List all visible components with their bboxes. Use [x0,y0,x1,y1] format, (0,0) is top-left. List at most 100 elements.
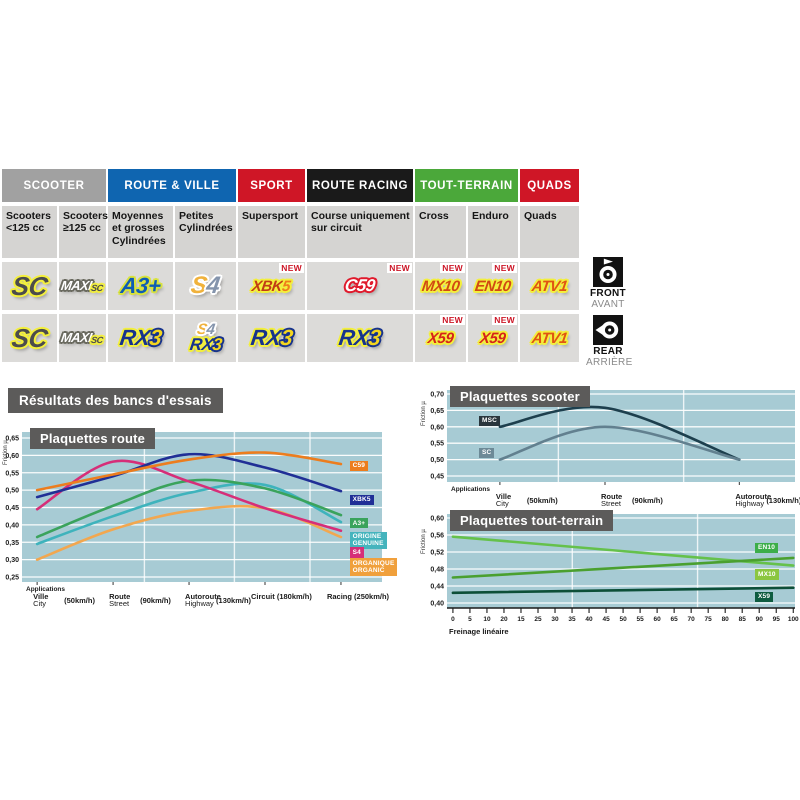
new-badge: NEW [492,263,517,273]
svg-text:Racing (250km/h): Racing (250km/h) [327,592,390,601]
svg-text:0,70: 0,70 [430,392,444,399]
svg-text:(130km/h): (130km/h) [216,596,252,605]
rear-label-fr: ARRIÈRE [586,357,633,368]
route-chart-canvas: 0,65 0,60 0,55 0,50 0,45 0,40 0,35 0,30 0,25 Appl… [5,432,390,608]
front-axle-badge: FRONT AVANT [586,257,630,310]
column-header-grosses-cylindrees: Moyennes et grosses Cylindrées [108,206,173,258]
svg-text:Highway: Highway [185,599,214,608]
group-header-tout-terrain: TOUT-TERRAIN [415,169,518,202]
logo-rx3: RX3 [118,325,163,350]
svg-text:Highway: Highway [735,499,764,508]
svg-text:(50km/h): (50km/h) [64,596,95,605]
new-badge: NEW [440,315,465,325]
svg-text:0,50: 0,50 [5,488,19,495]
svg-text:70: 70 [688,616,696,623]
svg-text:75: 75 [705,616,713,623]
cell-front-quads: ATV1 [520,262,579,310]
logo-atv1: ATV1 [530,329,569,347]
logo-en10: EN10 [474,277,512,295]
cell-front-scooter-big: MAXISC [59,262,106,310]
cell-rear-petites-cylindrees: S4 RX3 [175,314,236,362]
svg-text:0,45: 0,45 [430,474,444,481]
svg-text:0,40: 0,40 [430,601,444,608]
svg-text:Circuit (180km/h): Circuit (180km/h) [251,592,312,601]
svg-text:10: 10 [483,616,491,623]
svg-text:Route: Route [109,592,130,601]
svg-text:50: 50 [619,616,627,623]
series-label-xbk5: XBK5 [349,494,374,505]
svg-text:0,65: 0,65 [5,436,19,443]
svg-text:0,55: 0,55 [430,441,444,448]
cell-front-grosses-cylindrees: A3+ [108,262,173,310]
svg-text:Autoroute: Autoroute [185,592,221,601]
svg-text:0,30: 0,30 [5,557,19,564]
cell-rear-racing: RX3 [307,314,413,362]
series-label-en10: EN10 [754,542,779,553]
cell-front-scooter-small: SC [2,262,57,310]
front-brake-disc-icon [593,257,623,287]
svg-text:0,35: 0,35 [5,540,19,547]
svg-text:(90km/h): (90km/h) [140,596,171,605]
cell-rear-scooter-big: MAXISC [59,314,106,362]
logo-mx10: MX10 [420,277,461,295]
svg-text:Ville: Ville [496,492,511,501]
svg-text:(50km/h): (50km/h) [527,496,558,505]
logo-s4: S4 [189,272,222,299]
svg-text:20: 20 [500,616,508,623]
svg-text:85: 85 [739,616,747,623]
cell-front-cross: NEW MX10 [415,262,466,310]
svg-text:55: 55 [636,616,644,623]
svg-text:0,60: 0,60 [5,453,19,460]
svg-text:0,52: 0,52 [430,550,444,557]
svg-text:40: 40 [585,616,593,623]
chart-plaquettes-route: 0,65 0,60 0,55 0,50 0,45 0,40 0,35 0,30 0,25 Appl… [0,425,400,623]
svg-text:(90km/h): (90km/h) [632,496,663,505]
cell-front-enduro: NEW EN10 [468,262,518,310]
series-label-x59: X59 [754,591,774,603]
chart-plaquettes-tout-terrain: 0,60 0,56 0,52 0,48 0,44 0,40 0 5 10 20 15 25 30 35 40… [418,508,800,640]
svg-text:(130km/h): (130km/h) [766,496,800,505]
series-label-a3+: A3+ [349,518,369,529]
cell-front-supersport: NEW XBK5 [238,262,305,310]
svg-text:0,25: 0,25 [5,575,19,582]
logo-atv1: ATV1 [530,277,569,295]
series-label-origine: ORIGINE GENUINE [349,531,387,549]
new-badge: NEW [492,315,517,325]
group-header-scooter: SCOOTER [2,169,106,202]
route-chart-title: Plaquettes route [30,428,156,449]
new-badge: NEW [279,263,304,273]
logo-rx3: RX3 [249,325,294,350]
tout-terrain-chart-ylabel: Friction µ [421,529,427,554]
svg-text:Applications: Applications [26,586,65,593]
group-header-quads: QUADS [520,169,579,202]
column-header-petites-cylindrees: Petites Cylindrées [175,206,236,258]
logo-xbk5: XBK5 [251,277,292,295]
svg-text:Autoroute: Autoroute [735,492,771,501]
svg-text:5: 5 [468,616,472,623]
logo-x59: X59 [426,329,455,347]
series-label-sc: SC [479,447,495,458]
group-header-route-ville: ROUTE & VILLE [108,169,236,202]
route-chart-ylabel: Friction µ [3,440,9,465]
svg-text:0,65: 0,65 [430,408,444,415]
svg-text:0,55: 0,55 [5,470,19,477]
chart-plaquettes-scooter: 0,70 0,65 0,60 0,55 0,50 0,45 Applications Vill… [418,384,800,524]
new-badge: NEW [440,263,465,273]
svg-text:0,48: 0,48 [430,567,444,574]
svg-text:60: 60 [654,616,662,623]
svg-text:Route: Route [601,492,622,501]
column-header-scooters-big: Scooters ≥125 cc [59,206,108,258]
logo-maxi-sc: MAXISC [60,278,104,293]
svg-text:City: City [33,599,46,608]
scooter-chart-canvas: 0,70 0,65 0,60 0,55 0,50 0,45 Applications Vill… [430,390,800,508]
logo-rx3: RX3 [188,335,223,355]
svg-text:City: City [496,499,509,508]
svg-text:30: 30 [551,616,559,623]
new-badge: NEW [387,263,412,273]
rear-brake-disc-icon [593,315,623,345]
tout-terrain-chart-title: Plaquettes tout-terrain [450,510,614,531]
cell-rear-cross: NEW X59 [415,314,466,362]
svg-text:Applications: Applications [451,486,490,493]
svg-text:25: 25 [534,616,542,623]
